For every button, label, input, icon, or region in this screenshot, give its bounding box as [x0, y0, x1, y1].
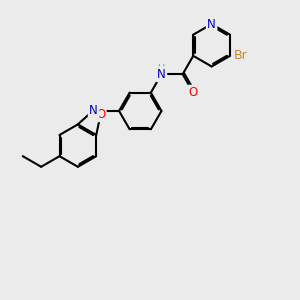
Text: N: N [157, 68, 166, 81]
Text: H: H [158, 64, 165, 74]
Text: O: O [189, 86, 198, 99]
Text: N: N [89, 104, 98, 117]
Text: N: N [207, 18, 216, 31]
Text: Br: Br [233, 50, 247, 62]
Text: O: O [96, 108, 105, 121]
